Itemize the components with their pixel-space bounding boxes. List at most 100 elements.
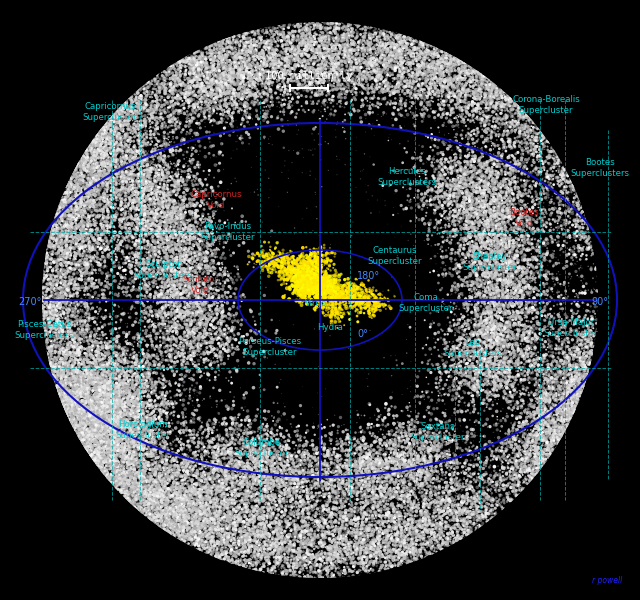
Point bbox=[494, 291, 504, 301]
Point bbox=[2, 245, 12, 255]
Point bbox=[544, 473, 554, 483]
Point bbox=[0, 210, 4, 220]
Point bbox=[128, 203, 138, 212]
Point bbox=[118, 475, 128, 485]
Point bbox=[511, 290, 522, 300]
Point bbox=[19, 283, 29, 293]
Point bbox=[132, 35, 143, 44]
Point bbox=[65, 162, 75, 172]
Point bbox=[181, 462, 191, 472]
Point bbox=[500, 275, 510, 285]
Point bbox=[602, 56, 612, 65]
Point bbox=[213, 42, 223, 52]
Point bbox=[535, 443, 545, 452]
Point bbox=[430, 41, 440, 50]
Point bbox=[352, 418, 362, 427]
Point bbox=[472, 491, 483, 501]
Point bbox=[469, 125, 479, 135]
Point bbox=[539, 100, 549, 110]
Point bbox=[397, 60, 407, 70]
Point bbox=[52, 430, 63, 439]
Point bbox=[93, 459, 103, 469]
Point bbox=[118, 502, 128, 512]
Point bbox=[606, 50, 616, 60]
Point bbox=[83, 106, 93, 116]
Point bbox=[445, 532, 456, 542]
Point bbox=[563, 395, 573, 405]
Point bbox=[234, 64, 244, 74]
Point bbox=[361, 451, 371, 461]
Point bbox=[486, 278, 497, 288]
Point bbox=[305, 11, 315, 20]
Point bbox=[46, 373, 56, 383]
Point bbox=[99, 156, 109, 166]
Point bbox=[95, 186, 106, 196]
Point bbox=[74, 66, 84, 76]
Point bbox=[243, 545, 253, 555]
Point bbox=[264, 484, 274, 494]
Point bbox=[560, 461, 570, 471]
Point bbox=[627, 61, 637, 70]
Point bbox=[161, 125, 171, 135]
Point bbox=[99, 193, 109, 203]
Point bbox=[479, 256, 490, 265]
Point bbox=[620, 118, 630, 127]
Point bbox=[428, 528, 438, 538]
Point bbox=[205, 223, 215, 232]
Point bbox=[620, 368, 630, 377]
Point bbox=[475, 493, 485, 503]
Point bbox=[257, 528, 267, 538]
Point bbox=[468, 126, 479, 136]
Point bbox=[467, 16, 477, 26]
Point bbox=[195, 475, 205, 485]
Point bbox=[218, 550, 228, 559]
Point bbox=[488, 493, 498, 502]
Point bbox=[88, 130, 98, 139]
Point bbox=[484, 199, 495, 208]
Point bbox=[305, 550, 316, 560]
Point bbox=[380, 300, 390, 310]
Point bbox=[42, 376, 52, 385]
Point bbox=[116, 376, 126, 385]
Point bbox=[259, 543, 269, 553]
Point bbox=[508, 284, 518, 293]
Point bbox=[136, 558, 147, 568]
Point bbox=[529, 430, 539, 440]
Point bbox=[587, 155, 597, 164]
Point bbox=[88, 378, 98, 388]
Point bbox=[97, 406, 108, 415]
Point bbox=[232, 76, 243, 86]
Point bbox=[628, 379, 639, 388]
Point bbox=[260, 537, 271, 547]
Point bbox=[518, 441, 529, 451]
Point bbox=[102, 487, 112, 497]
Point bbox=[55, 167, 65, 176]
Point bbox=[223, 107, 234, 117]
Point bbox=[225, 111, 235, 121]
Point bbox=[359, 459, 369, 469]
Point bbox=[40, 249, 50, 259]
Point bbox=[337, 472, 348, 482]
Point bbox=[427, 520, 437, 530]
Point bbox=[475, 360, 485, 370]
Point bbox=[137, 379, 147, 389]
Point bbox=[56, 118, 67, 127]
Point bbox=[130, 106, 140, 116]
Point bbox=[80, 389, 90, 398]
Point bbox=[49, 464, 60, 473]
Point bbox=[630, 147, 640, 157]
Point bbox=[514, 277, 524, 287]
Point bbox=[575, 131, 586, 141]
Point bbox=[170, 287, 180, 296]
Point bbox=[387, 464, 397, 473]
Point bbox=[486, 97, 497, 107]
Point bbox=[305, 67, 315, 77]
Point bbox=[257, 548, 268, 558]
Point bbox=[601, 432, 611, 442]
Point bbox=[222, 485, 232, 494]
Point bbox=[321, 515, 332, 524]
Point bbox=[213, 521, 223, 531]
Point bbox=[258, 61, 268, 71]
Point bbox=[324, 63, 334, 73]
Point bbox=[208, 72, 218, 82]
